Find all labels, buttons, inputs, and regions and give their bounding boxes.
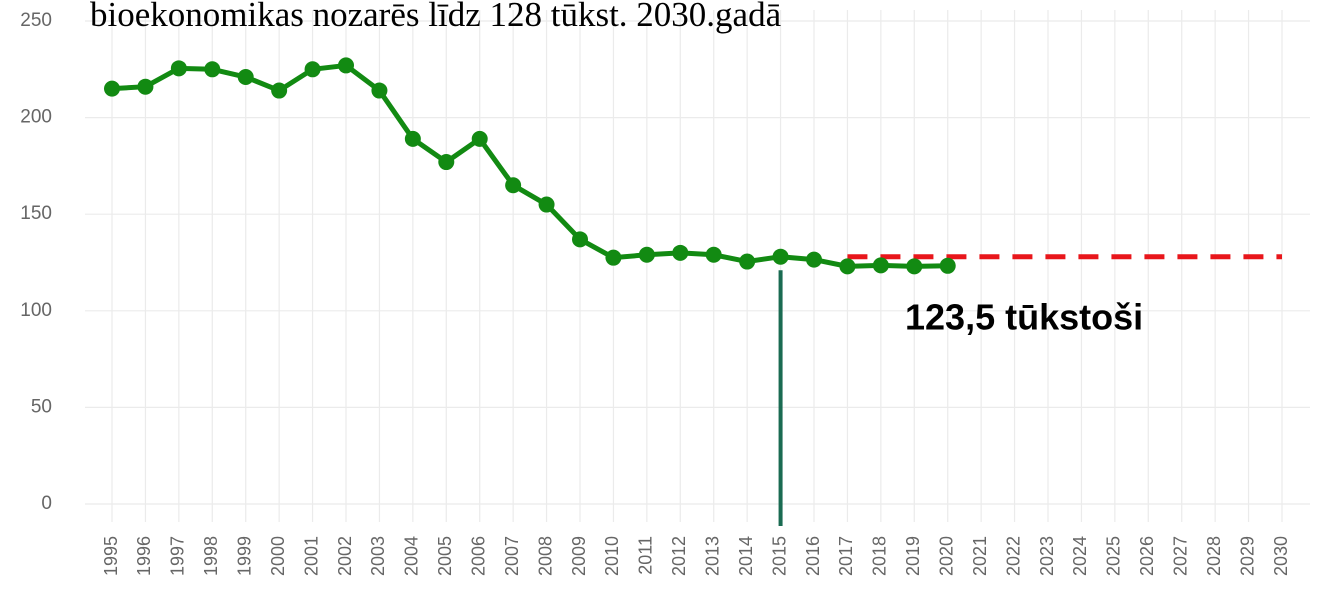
point [438,154,455,171]
x-tick-label: 2009 [569,536,589,576]
x-tick-label: 1997 [168,536,188,576]
x-tick-label: 2012 [669,536,689,576]
point [404,130,421,147]
point [170,60,187,77]
x-tick-label: 2006 [468,536,488,576]
x-tick-label: 2022 [1003,536,1023,576]
point [505,177,522,194]
point [739,253,756,270]
y-tick-label: 50 [31,396,52,417]
x-tick-label: 2019 [903,536,923,576]
x-tick-label: 2000 [268,536,288,576]
point [104,80,120,97]
x-tick-label: 2025 [1104,536,1124,576]
point [705,246,722,263]
x-tick-label: 2015 [769,536,789,576]
y-tick-label: 200 [20,107,52,128]
x-tick-label: 2008 [535,536,555,576]
point [572,231,588,248]
point [471,130,488,147]
x-tick-label: 2005 [435,536,455,576]
x-tick-label: 2026 [1137,536,1157,576]
y-tick-label: 0 [41,493,52,514]
point [271,82,288,99]
y-tick-label: 150 [20,203,52,224]
x-tick-label: 1999 [234,536,254,576]
point [605,249,622,266]
x-tick-label: 2018 [870,536,890,576]
x-tick-label: 2014 [736,536,756,576]
point [772,248,789,265]
x-tick-label: 2017 [836,536,856,576]
x-tick-label: 2003 [368,536,388,576]
chart-title: bioekonomikas nozarēs līdz 128 tūkst. 20… [90,0,782,34]
x-tick-label: 2027 [1170,536,1190,576]
x-tick-label: 2001 [301,536,321,576]
x-tick-label: 2004 [402,536,422,576]
point [806,251,822,268]
y-tick-label: 100 [20,300,52,321]
x-tick-label: 2021 [970,536,990,576]
point [371,82,388,99]
x-tick-label: 2023 [1037,536,1057,576]
point [338,57,354,74]
point [538,196,555,213]
x-tick-label: 2024 [1070,536,1090,576]
x-tick-label: 2010 [602,536,622,576]
x-tick-label: 1995 [101,536,121,576]
y-tick-label: 250 [20,10,52,31]
x-tick-label: 2002 [335,536,355,576]
point [839,258,856,275]
point [638,246,655,263]
x-tick-label: 2029 [1237,536,1257,576]
x-tick-label: 2016 [803,536,823,576]
line [111,62,948,269]
x-tick-label: 2011 [636,536,656,575]
x-tick-label: 1996 [134,536,154,576]
x-tick-label: 2028 [1204,536,1224,576]
point [872,257,889,274]
point [939,257,956,274]
x-tick-label: 2020 [936,536,956,576]
x-tick-label: 2030 [1271,536,1291,576]
point [237,69,254,86]
point [672,244,689,261]
x-tick-label: 2013 [702,536,722,576]
point [304,61,321,78]
x-tick-label: 1998 [201,536,221,576]
x-tick-label: 2007 [502,536,522,576]
point [204,61,221,78]
point [137,78,154,95]
point [906,258,923,275]
annotation: 123,5 tūkstoši [905,297,1143,338]
